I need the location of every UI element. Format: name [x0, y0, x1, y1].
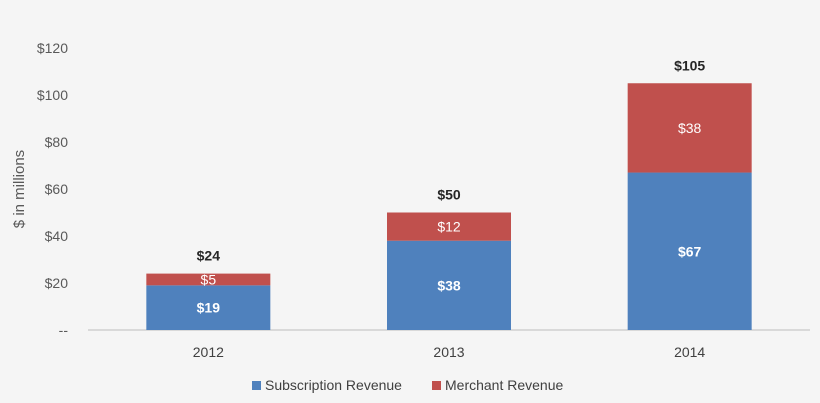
x-tick-label: 2012	[193, 344, 224, 360]
total-label: $24	[197, 248, 221, 264]
legend-label: Subscription Revenue	[265, 377, 402, 393]
bar-segment-subscription-revenue	[627, 172, 752, 330]
legend-swatch	[432, 381, 441, 390]
data-label: $67	[678, 243, 702, 259]
x-tick-label: 2014	[674, 344, 705, 360]
total-label: $105	[674, 57, 705, 73]
legend-swatch	[252, 381, 261, 390]
y-tick-label: $80	[45, 134, 69, 150]
y-tick-label: $40	[45, 228, 69, 244]
y-axis-label: $ in millions	[11, 150, 28, 228]
y-tick-label: $60	[45, 181, 69, 197]
data-label: $38	[678, 120, 702, 136]
data-label: $5	[201, 271, 217, 287]
bar-segment-subscription-revenue	[387, 240, 511, 330]
bar-segment-subscription-revenue	[146, 285, 271, 330]
y-tick-label: $100	[37, 87, 68, 103]
legend-label: Merchant Revenue	[445, 377, 564, 393]
data-label: $19	[197, 300, 221, 316]
x-tick-label: 2013	[433, 344, 464, 360]
data-label: $12	[437, 219, 461, 235]
y-tick-label: $20	[45, 275, 69, 291]
bar-segment-merchant-revenue	[627, 83, 752, 173]
total-label: $50	[437, 187, 461, 203]
data-label: $38	[437, 277, 461, 293]
bar-segment-merchant-revenue	[387, 212, 511, 241]
y-tick-label: --	[59, 322, 69, 338]
y-tick-label: $120	[37, 40, 68, 56]
bar-segment-merchant-revenue	[146, 273, 271, 286]
